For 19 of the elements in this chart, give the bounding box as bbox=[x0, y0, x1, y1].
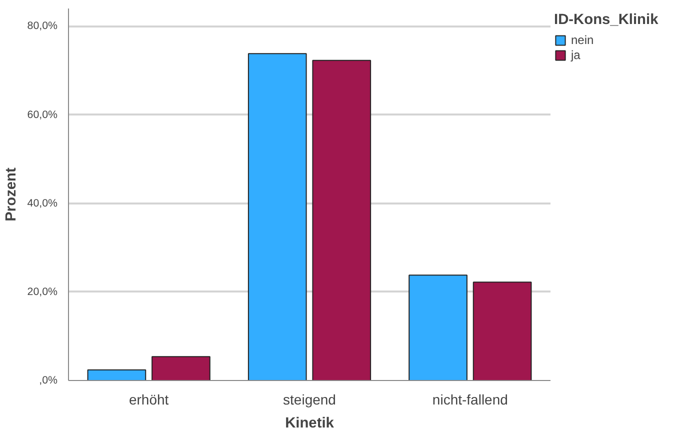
bar bbox=[312, 60, 372, 380]
y-tick-label: 20,0% bbox=[27, 286, 58, 298]
legend-label: ja bbox=[571, 48, 582, 62]
legend-title: ID-Kons_Klinik bbox=[554, 12, 658, 28]
y-tick-label: 80,0% bbox=[27, 20, 58, 32]
bar bbox=[408, 274, 468, 380]
bar bbox=[152, 356, 210, 380]
y-tick-label: ,0% bbox=[39, 374, 58, 386]
bar bbox=[248, 53, 307, 380]
x-tick-label: erhöht bbox=[128, 392, 169, 408]
y-tick-label: 40,0% bbox=[27, 197, 58, 210]
x-tick-label: steigend bbox=[283, 392, 336, 408]
x-axis-title: Kinetik bbox=[285, 416, 335, 432]
y-tick-label: 60,0% bbox=[27, 108, 58, 121]
bar bbox=[87, 369, 146, 380]
legend-label: nein bbox=[571, 33, 594, 47]
y-axis-title: Prozent bbox=[3, 168, 20, 222]
bar bbox=[472, 282, 532, 380]
x-tick-label: nicht-fallend bbox=[432, 392, 508, 408]
